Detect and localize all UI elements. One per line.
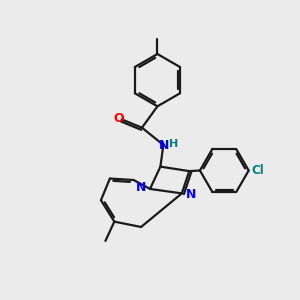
Text: H: H	[169, 139, 178, 149]
Text: N: N	[159, 139, 169, 152]
Text: N: N	[186, 188, 197, 201]
Text: O: O	[113, 112, 124, 125]
Text: N: N	[136, 181, 146, 194]
Text: Cl: Cl	[252, 164, 264, 177]
